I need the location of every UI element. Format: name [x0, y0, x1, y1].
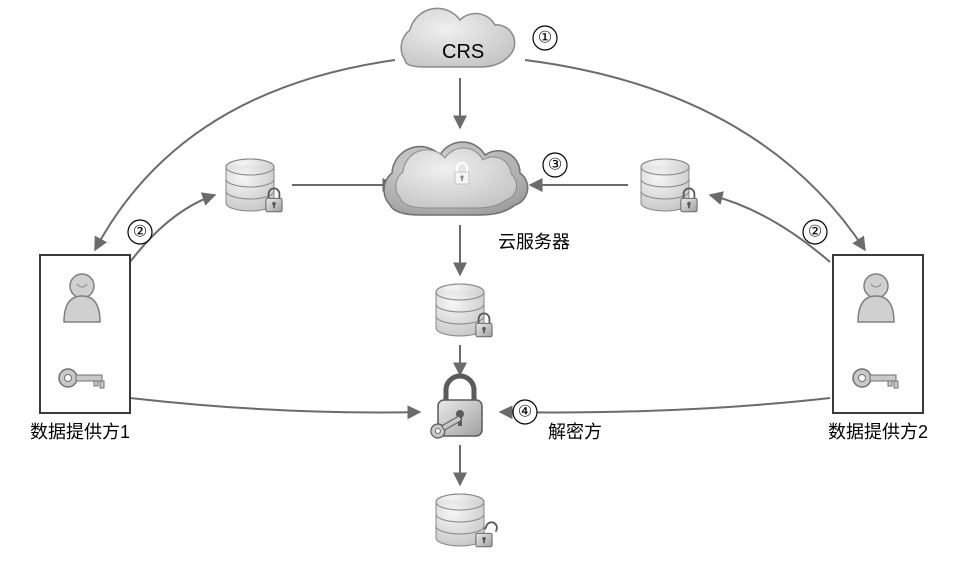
step-2-left-num: ② [133, 224, 147, 241]
key-icon [853, 369, 898, 388]
crs-node: CRS [401, 8, 514, 67]
db-left-node [226, 159, 282, 212]
db-right-node [641, 159, 697, 212]
edge-provider1-decryptor [130, 398, 420, 412]
cloud-server-label: 云服务器 [498, 232, 570, 252]
cloud-server-node [384, 142, 528, 215]
diagram-canvas: CRS 云服务器 解密方 数据提供方1 数据提供 [0, 0, 967, 565]
step-1-num: ① [538, 30, 552, 47]
user-icon [858, 274, 894, 322]
decryptor-label: 解密方 [548, 422, 602, 442]
step-4: ④ [513, 400, 537, 424]
db-final-node [436, 494, 499, 547]
step-3-num: ③ [548, 157, 562, 174]
db-mid-node [436, 284, 492, 337]
step-3: ③ [543, 153, 567, 177]
provider2-node [833, 255, 923, 413]
user-icon [64, 274, 100, 322]
step-2-right-num: ② [808, 224, 822, 241]
key-icon [59, 369, 104, 388]
step-1: ① [533, 26, 557, 50]
provider2-label: 数据提供方2 [828, 422, 928, 442]
crs-label: CRS [442, 41, 484, 63]
edge-provider2-decryptor [500, 398, 830, 412]
step-4-num: ④ [518, 404, 532, 421]
provider1-node [40, 255, 130, 413]
step-2-left: ② [128, 220, 152, 244]
lock-key-icon [428, 376, 482, 441]
provider1-label: 数据提供方1 [30, 422, 130, 442]
decryptor-node [428, 376, 482, 441]
step-2-right: ② [803, 220, 827, 244]
